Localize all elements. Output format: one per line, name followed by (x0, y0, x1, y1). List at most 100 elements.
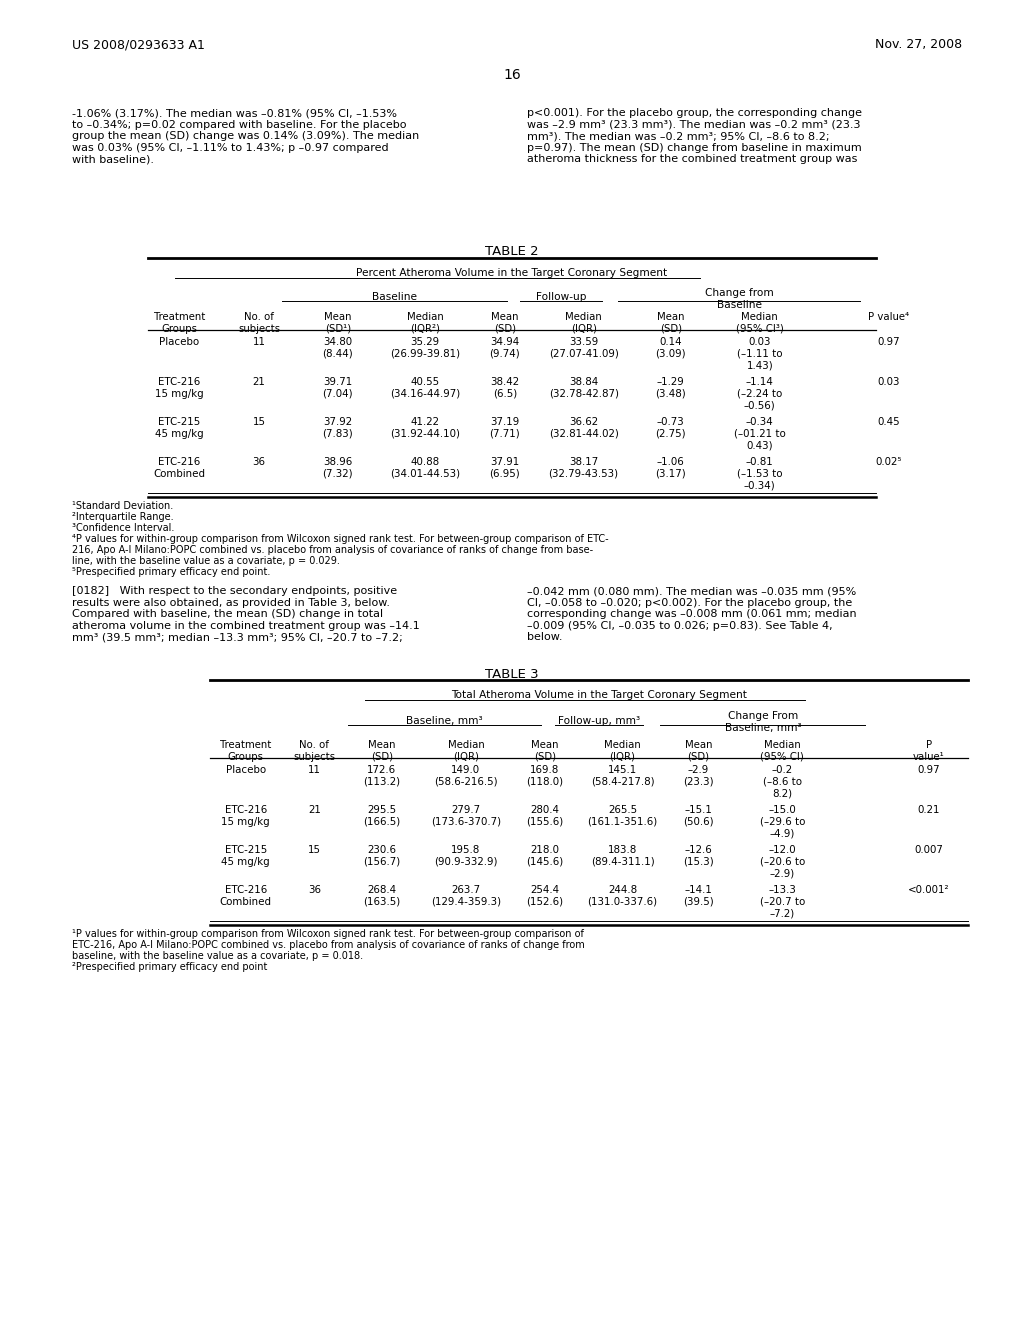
Text: 36: 36 (253, 457, 265, 467)
Text: 279.7
(173.6-370.7): 279.7 (173.6-370.7) (431, 805, 501, 826)
Text: 0.45: 0.45 (878, 417, 900, 426)
Text: 149.0
(58.6-216.5): 149.0 (58.6-216.5) (434, 766, 498, 787)
Text: Median
(IQR): Median (IQR) (447, 741, 484, 762)
Text: Mean
(SD): Mean (SD) (685, 741, 712, 762)
Text: –0.81
(–1.53 to
–0.34): –0.81 (–1.53 to –0.34) (737, 457, 782, 490)
Text: Median
(95% CI): Median (95% CI) (761, 741, 804, 762)
Text: 11: 11 (308, 766, 321, 775)
Text: 145.1
(58.4-217.8): 145.1 (58.4-217.8) (591, 766, 654, 787)
Text: –1.06
(3.17): –1.06 (3.17) (655, 457, 686, 479)
Text: 37.19
(7.71): 37.19 (7.71) (489, 417, 520, 438)
Text: Mean
(SD): Mean (SD) (492, 312, 518, 334)
Text: 40.55
(34.16-44.97): 40.55 (34.16-44.97) (390, 378, 460, 399)
Text: 0.007: 0.007 (914, 845, 943, 855)
Text: –14.1
(39.5): –14.1 (39.5) (683, 884, 714, 907)
Text: Mean
(SD): Mean (SD) (531, 741, 558, 762)
Text: 230.6
(156.7): 230.6 (156.7) (364, 845, 400, 867)
Text: Percent Atheroma Volume in the Target Coronary Segment: Percent Atheroma Volume in the Target Co… (356, 268, 668, 279)
Text: 0.21: 0.21 (918, 805, 940, 814)
Text: Change from
Baseline: Change from Baseline (705, 288, 774, 310)
Text: 0.14
(3.09): 0.14 (3.09) (655, 337, 686, 359)
Text: 295.5
(166.5): 295.5 (166.5) (364, 805, 400, 826)
Text: 36.62
(32.81-44.02): 36.62 (32.81-44.02) (549, 417, 618, 438)
Text: –15.0
(–29.6 to
–4.9): –15.0 (–29.6 to –4.9) (760, 805, 805, 838)
Text: 38.96
(7.32): 38.96 (7.32) (323, 457, 353, 479)
Text: No. of
subjects: No. of subjects (293, 741, 336, 762)
Text: Median
(95% CI³): Median (95% CI³) (736, 312, 783, 334)
Text: p<0.001). For the placebo group, the corresponding change
was –2.9 mm³ (23.3 mm³: p<0.001). For the placebo group, the cor… (527, 108, 862, 165)
Text: –0.34
(–01.21 to
0.43): –0.34 (–01.21 to 0.43) (734, 417, 785, 450)
Text: –13.3
(–20.7 to
–7.2): –13.3 (–20.7 to –7.2) (760, 884, 805, 919)
Text: Median
(IQR): Median (IQR) (565, 312, 602, 334)
Text: Mean
(SD): Mean (SD) (369, 741, 395, 762)
Text: Nov. 27, 2008: Nov. 27, 2008 (876, 38, 963, 51)
Text: Mean
(SD): Mean (SD) (657, 312, 684, 334)
Text: 33.59
(27.07-41.09): 33.59 (27.07-41.09) (549, 337, 618, 359)
Text: 16: 16 (503, 69, 521, 82)
Text: –1.29
(3.48): –1.29 (3.48) (655, 378, 686, 399)
Text: US 2008/0293633 A1: US 2008/0293633 A1 (72, 38, 205, 51)
Text: 40.88
(34.01-44.53): 40.88 (34.01-44.53) (390, 457, 460, 479)
Text: baseline, with the baseline value as a covariate, p = 0.018.: baseline, with the baseline value as a c… (72, 950, 362, 961)
Text: Change From
Baseline, mm³: Change From Baseline, mm³ (725, 711, 801, 733)
Text: Follow-up, mm³: Follow-up, mm³ (558, 715, 640, 726)
Text: Mean
(SD¹): Mean (SD¹) (325, 312, 351, 334)
Text: <0.001²: <0.001² (908, 884, 949, 895)
Text: 11: 11 (253, 337, 265, 347)
Text: ETC-215
45 mg/kg: ETC-215 45 mg/kg (155, 417, 204, 438)
Text: Median
(IQR²): Median (IQR²) (407, 312, 443, 334)
Text: Follow-up: Follow-up (536, 292, 587, 302)
Text: 34.94
(9.74): 34.94 (9.74) (489, 337, 520, 359)
Text: ²Prespecified primary efficacy end point: ²Prespecified primary efficacy end point (72, 962, 267, 972)
Text: Median
(IQR): Median (IQR) (604, 741, 641, 762)
Text: ETC-216
Combined: ETC-216 Combined (220, 884, 271, 907)
Text: ETC-216
15 mg/kg: ETC-216 15 mg/kg (221, 805, 270, 826)
Text: Placebo: Placebo (225, 766, 266, 775)
Text: ETC-215
45 mg/kg: ETC-215 45 mg/kg (221, 845, 270, 867)
Text: 38.42
(6.5): 38.42 (6.5) (490, 378, 519, 399)
Text: –12.6
(15.3): –12.6 (15.3) (683, 845, 714, 867)
Text: 41.22
(31.92-44.10): 41.22 (31.92-44.10) (390, 417, 460, 438)
Text: 0.97: 0.97 (878, 337, 900, 347)
Text: 280.4
(155.6): 280.4 (155.6) (526, 805, 563, 826)
Text: 21: 21 (308, 805, 321, 814)
Text: 38.17
(32.79-43.53): 38.17 (32.79-43.53) (549, 457, 618, 479)
Text: –0.2
(–8.6 to
8.2): –0.2 (–8.6 to 8.2) (763, 766, 802, 799)
Text: 254.4
(152.6): 254.4 (152.6) (526, 884, 563, 907)
Text: ⁴P values for within-group comparison from Wilcoxon signed rank test. For betwee: ⁴P values for within-group comparison fr… (72, 535, 608, 544)
Text: 172.6
(113.2): 172.6 (113.2) (364, 766, 400, 787)
Text: –2.9
(23.3): –2.9 (23.3) (683, 766, 714, 787)
Text: ETC-216
15 mg/kg: ETC-216 15 mg/kg (155, 378, 204, 399)
Text: 0.97: 0.97 (918, 766, 940, 775)
Text: 0.03
(–1.11 to
1.43): 0.03 (–1.11 to 1.43) (737, 337, 782, 370)
Text: 218.0
(145.6): 218.0 (145.6) (526, 845, 563, 867)
Text: 38.84
(32.78-42.87): 38.84 (32.78-42.87) (549, 378, 618, 399)
Text: ¹Standard Deviation.: ¹Standard Deviation. (72, 502, 173, 511)
Text: Total Atheroma Volume in the Target Coronary Segment: Total Atheroma Volume in the Target Coro… (451, 690, 748, 700)
Text: P
value¹: P value¹ (912, 741, 945, 762)
Text: 37.92
(7.83): 37.92 (7.83) (323, 417, 353, 438)
Text: 15: 15 (253, 417, 265, 426)
Text: –0.042 mm (0.080 mm). The median was –0.035 mm (95%
CI, –0.058 to –0.020; p<0.00: –0.042 mm (0.080 mm). The median was –0.… (527, 586, 857, 643)
Text: 21: 21 (253, 378, 265, 387)
Text: 15: 15 (308, 845, 321, 855)
Text: 39.71
(7.04): 39.71 (7.04) (323, 378, 353, 399)
Text: -1.06% (3.17%). The median was –0.81% (95% CI, –1.53%
to –0.34%; p=0.02 compared: -1.06% (3.17%). The median was –0.81% (9… (72, 108, 419, 165)
Text: 0.03: 0.03 (878, 378, 900, 387)
Text: Treatment
Groups: Treatment Groups (220, 741, 271, 762)
Text: 263.7
(129.4-359.3): 263.7 (129.4-359.3) (431, 884, 501, 907)
Text: 268.4
(163.5): 268.4 (163.5) (364, 884, 400, 907)
Text: 0.02⁵: 0.02⁵ (876, 457, 902, 467)
Text: 35.29
(26.99-39.81): 35.29 (26.99-39.81) (390, 337, 460, 359)
Text: 265.5
(161.1-351.6): 265.5 (161.1-351.6) (588, 805, 657, 826)
Text: Baseline: Baseline (372, 292, 417, 302)
Text: –15.1
(50.6): –15.1 (50.6) (683, 805, 714, 826)
Text: –1.14
(–2.24 to
–0.56): –1.14 (–2.24 to –0.56) (737, 378, 782, 411)
Text: ⁵Prespecified primary efficacy end point.: ⁵Prespecified primary efficacy end point… (72, 568, 270, 577)
Text: ETC-216
Combined: ETC-216 Combined (154, 457, 205, 479)
Text: ²Interquartile Range.: ²Interquartile Range. (72, 512, 173, 521)
Text: Treatment
Groups: Treatment Groups (154, 312, 205, 334)
Text: TABLE 2: TABLE 2 (485, 246, 539, 257)
Text: –0.73
(2.75): –0.73 (2.75) (655, 417, 686, 438)
Text: ETC-216, Apo A-I Milano:POPC combined vs. placebo from analysis of covariance of: ETC-216, Apo A-I Milano:POPC combined vs… (72, 940, 585, 950)
